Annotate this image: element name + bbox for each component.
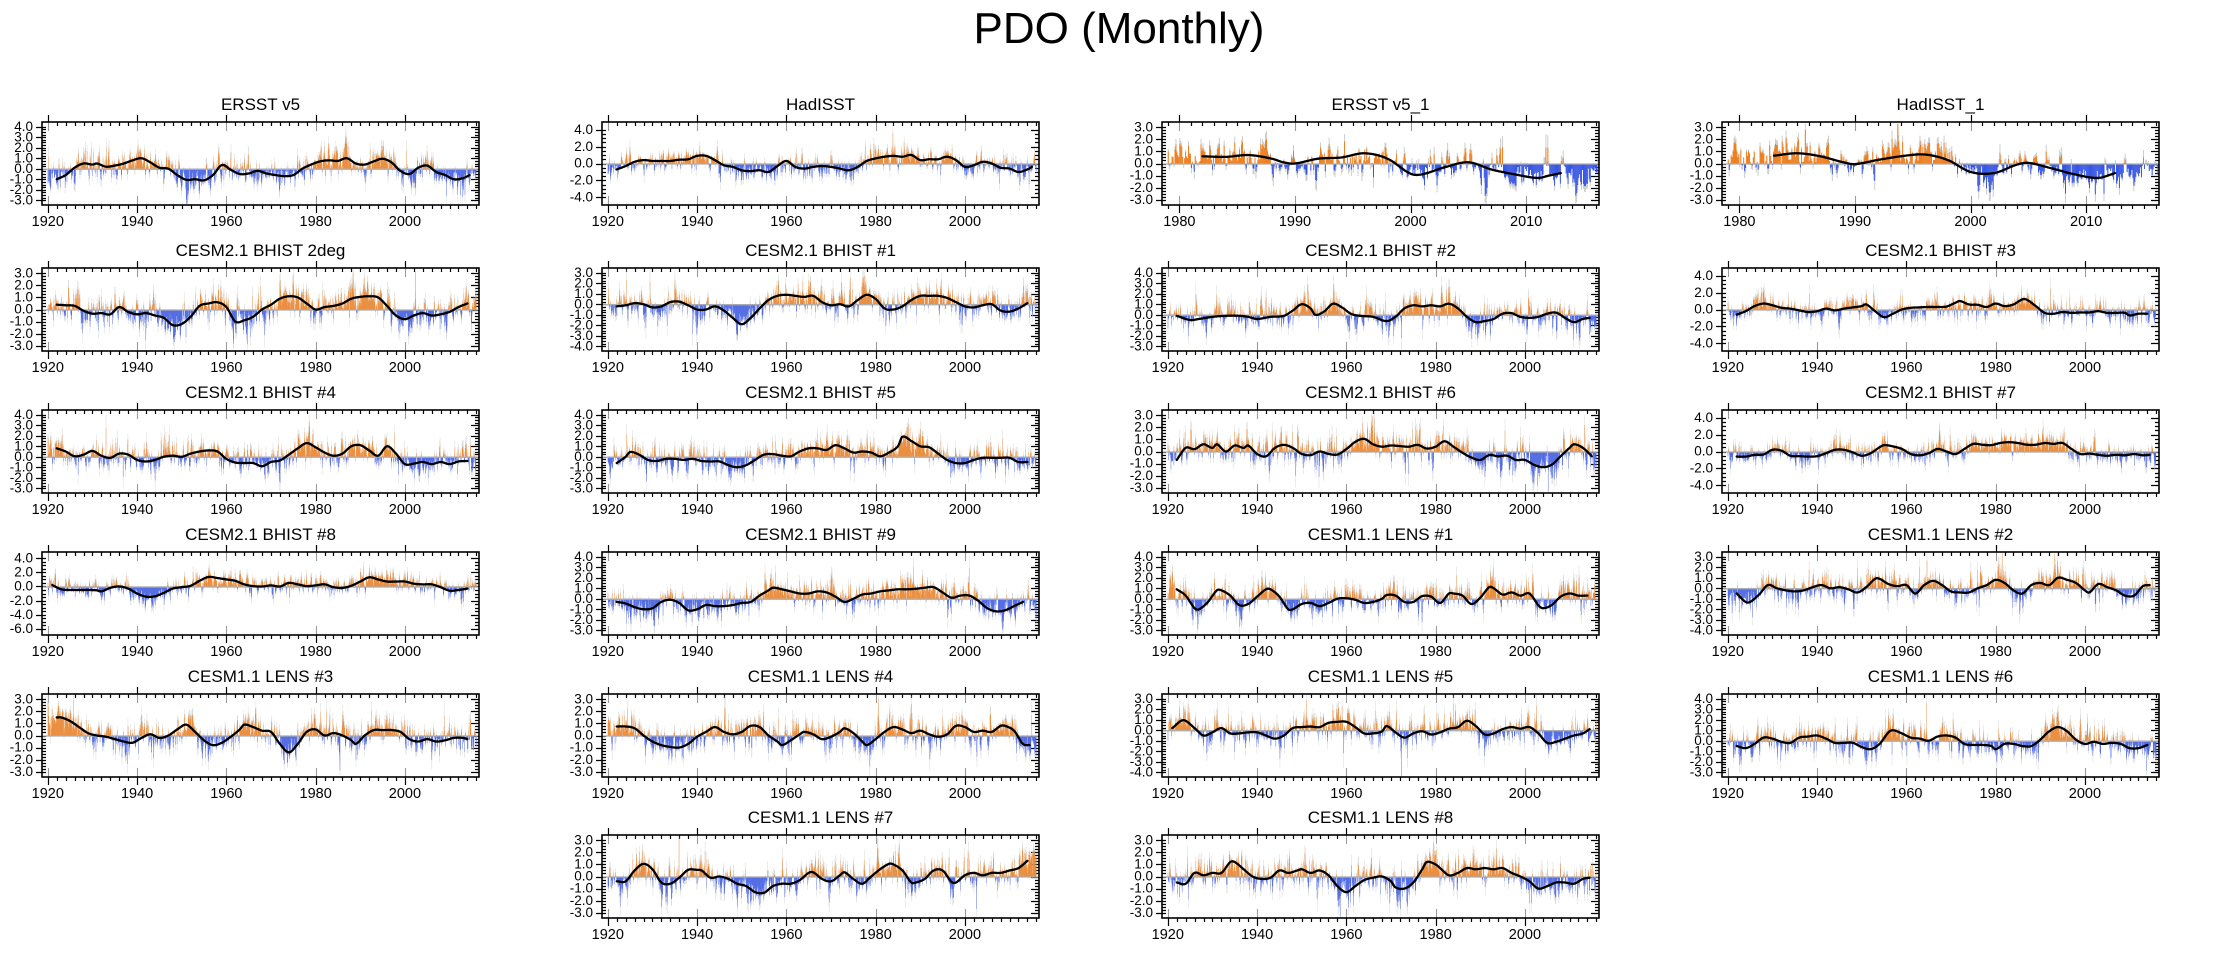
panel-title: CESM2.1 BHIST #9 bbox=[745, 525, 896, 544]
chart-canvas bbox=[1120, 825, 1668, 949]
panel-title: CESM2.1 BHIST #6 bbox=[1305, 383, 1456, 402]
panel-title: CESM1.1 LENS #1 bbox=[1307, 525, 1454, 544]
panel-title: HadISST bbox=[786, 95, 855, 114]
panel-cesm11-lens-4: CESM1.1 LENS #4 bbox=[560, 664, 1120, 814]
panel-cesm11-lens-2: CESM1.1 LENS #2 bbox=[1680, 522, 2238, 672]
panel-title: CESM1.1 LENS #6 bbox=[1867, 667, 2014, 686]
chart-canvas bbox=[1120, 112, 1668, 236]
chart-canvas bbox=[560, 542, 1108, 666]
panel-cesm11-lens-6: CESM1.1 LENS #6 bbox=[1680, 664, 2238, 814]
panel-cesm21-bhist-6: CESM2.1 BHIST #6 bbox=[1120, 380, 1680, 530]
chart-canvas bbox=[1680, 112, 2228, 236]
panel-cesm21-bhist-8: CESM2.1 BHIST #8 bbox=[0, 522, 560, 672]
chart-canvas bbox=[1120, 400, 1668, 524]
chart-canvas bbox=[0, 400, 548, 524]
panel-title: CESM1.1 LENS #5 bbox=[1307, 667, 1454, 686]
panel-title: ERSST v5_1 bbox=[1331, 95, 1430, 114]
panel-cesm11-lens-7: CESM1.1 LENS #7 bbox=[560, 805, 1120, 955]
panel-cesm11-lens-3: CESM1.1 LENS #3 bbox=[0, 664, 560, 814]
chart-canvas bbox=[560, 400, 1108, 524]
panel-title: CESM2.1 BHIST #3 bbox=[1865, 241, 2016, 260]
chart-canvas bbox=[1120, 542, 1668, 666]
panel-ersst-v5-1: ERSST v5_1 bbox=[1120, 92, 1680, 242]
chart-canvas bbox=[1680, 684, 2228, 808]
panel-cesm21-bhist-7: CESM2.1 BHIST #7 bbox=[1680, 380, 2238, 530]
panel-cesm21-bhist-2: CESM2.1 BHIST #2 bbox=[1120, 238, 1680, 388]
chart-canvas bbox=[0, 684, 548, 808]
panel-title: CESM1.1 LENS #8 bbox=[1307, 808, 1454, 827]
chart-canvas bbox=[1680, 400, 2228, 524]
panel-title: CESM2.1 BHIST #8 bbox=[185, 525, 336, 544]
panel-cesm21-bhist-1: CESM2.1 BHIST #1 bbox=[560, 238, 1120, 388]
panel-title: CESM2.1 BHIST #7 bbox=[1865, 383, 2016, 402]
panel-title: CESM2.1 BHIST #1 bbox=[745, 241, 896, 260]
panel-title: CESM1.1 LENS #7 bbox=[747, 808, 894, 827]
panel-title: ERSST v5 bbox=[220, 95, 301, 114]
panel-title: CESM1.1 LENS #3 bbox=[187, 667, 334, 686]
panel-cesm21-bhist-3: CESM2.1 BHIST #3 bbox=[1680, 238, 2238, 388]
panel-cesm21-bhist-2deg: CESM2.1 BHIST 2deg bbox=[0, 238, 560, 388]
panel-title: HadISST_1 bbox=[1896, 95, 1985, 114]
chart-canvas bbox=[560, 825, 1108, 949]
panel-title: CESM2.1 BHIST #2 bbox=[1305, 241, 1456, 260]
panel-ersst-v5: ERSST v5 bbox=[0, 92, 560, 242]
chart-canvas bbox=[560, 258, 1108, 382]
panel-title: CESM2.1 BHIST 2deg bbox=[175, 241, 346, 260]
panel-cesm11-lens-8: CESM1.1 LENS #8 bbox=[1120, 805, 1680, 955]
chart-canvas bbox=[1120, 684, 1668, 808]
panel-cesm21-bhist-4: CESM2.1 BHIST #4 bbox=[0, 380, 560, 530]
chart-canvas bbox=[560, 684, 1108, 808]
panel-title: CESM2.1 BHIST #4 bbox=[185, 383, 336, 402]
panel-hadisst: HadISST bbox=[560, 92, 1120, 242]
panel-hadisst-1: HadISST_1 bbox=[1680, 92, 2238, 242]
panel-title: CESM1.1 LENS #2 bbox=[1867, 525, 2014, 544]
panel-cesm11-lens-5: CESM1.1 LENS #5 bbox=[1120, 664, 1680, 814]
panel-cesm11-lens-1: CESM1.1 LENS #1 bbox=[1120, 522, 1680, 672]
page-title: PDO (Monthly) bbox=[973, 4, 1265, 53]
chart-canvas bbox=[1120, 258, 1668, 382]
panel-title: CESM2.1 BHIST #5 bbox=[745, 383, 896, 402]
chart-canvas bbox=[0, 542, 548, 666]
panel-title: CESM1.1 LENS #4 bbox=[747, 667, 894, 686]
chart-canvas bbox=[1680, 258, 2228, 382]
chart-canvas bbox=[0, 112, 548, 236]
panel-cesm21-bhist-9: CESM2.1 BHIST #9 bbox=[560, 522, 1120, 672]
chart-canvas bbox=[560, 112, 1108, 236]
panel-cesm21-bhist-5: CESM2.1 BHIST #5 bbox=[560, 380, 1120, 530]
chart-canvas bbox=[0, 258, 548, 382]
chart-canvas bbox=[1680, 542, 2228, 666]
